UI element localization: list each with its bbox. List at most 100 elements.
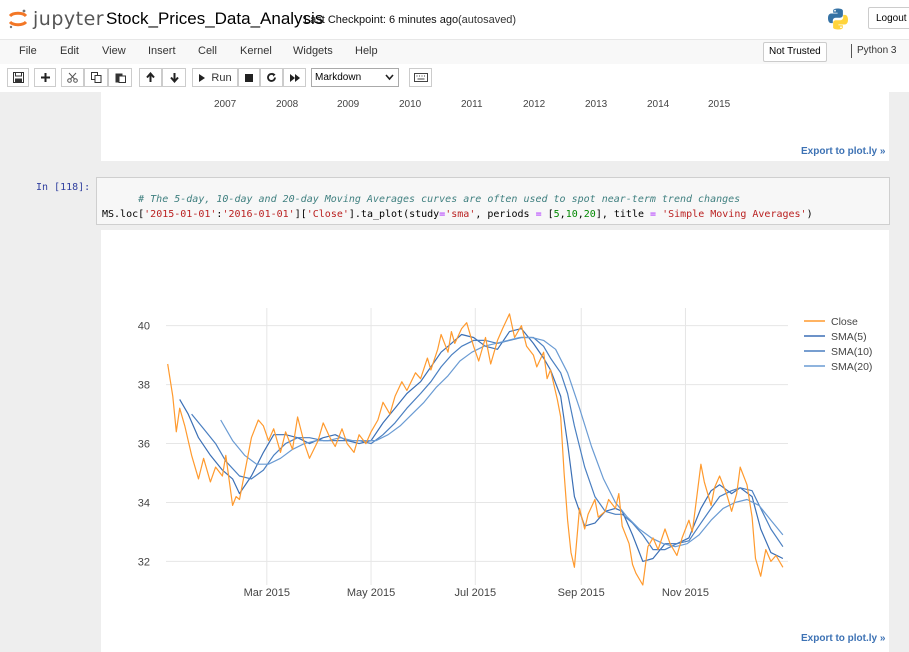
legend-label: SMA(5): [831, 331, 867, 343]
move-up-button[interactable]: [139, 68, 162, 87]
sma-chart[interactable]: 32 34 36 38 40 Mar 2015 May 2015 Jul 2015 Sep 20…: [101, 230, 889, 652]
move-down-button[interactable]: [162, 68, 186, 87]
run-label: Run: [211, 71, 232, 84]
x-tick-label: Nov 2015: [662, 587, 709, 599]
code-operator: =: [535, 209, 542, 220]
save-icon: [12, 72, 24, 83]
y-tick-label: 36: [138, 439, 150, 451]
kernel-indicator[interactable]: Python 3: [857, 45, 897, 56]
restart-button[interactable]: [260, 68, 283, 87]
year-tick: 2008: [276, 99, 299, 110]
fast-forward-icon: [289, 73, 300, 82]
menu-edit[interactable]: Edit: [60, 45, 79, 57]
save-button[interactable]: [7, 68, 29, 87]
run-button[interactable]: Run: [192, 68, 238, 87]
year-tick: 2010: [399, 99, 422, 110]
arrow-down-icon: [169, 73, 179, 83]
code-number: 10: [565, 209, 578, 220]
y-tick-label: 32: [138, 556, 150, 568]
trust-button[interactable]: Not Trusted: [763, 42, 827, 62]
menu-cell[interactable]: Cell: [198, 45, 217, 57]
code-token: [: [541, 209, 554, 220]
code-string: '2016-01-01': [222, 209, 295, 220]
menu-file[interactable]: File: [19, 45, 37, 57]
logout-button[interactable]: Logout: [868, 7, 909, 29]
year-tick: 2013: [585, 99, 608, 110]
code-statement-line: MS.loc['2015-01-01':'2016-01-01']['Close…: [102, 209, 813, 220]
code-token: ], title: [595, 209, 651, 220]
jupyter-logo-icon: [8, 9, 28, 29]
x-tick-label: Sep 2015: [558, 587, 605, 599]
paste-icon: [115, 73, 126, 83]
x-tick-label: May 2015: [347, 587, 395, 599]
code-token: :: [216, 209, 223, 220]
restart-icon: [267, 72, 276, 82]
sma-plot-output: 32 34 36 38 40 Mar 2015 May 2015 Jul 2015 Sep 20…: [101, 230, 889, 652]
code-token: ,: [559, 209, 566, 220]
input-prompt: In [118]:: [36, 182, 91, 193]
series-line-close: [167, 313, 784, 586]
notebook-title[interactable]: Stock_Prices_Data_Analysis: [106, 9, 324, 28]
code-comment: # The 5-day, 10-day and 20-day Moving Av…: [138, 194, 741, 205]
interrupt-button[interactable]: [238, 68, 260, 87]
copy-button[interactable]: [84, 68, 108, 87]
previous-plot-output: 2007 2008 2009 2010 2011 2012 2013 2014 …: [101, 92, 889, 161]
kernel-divider: [851, 44, 852, 58]
x-tick-label: Mar 2015: [244, 587, 290, 599]
code-string: 'Close': [306, 209, 349, 220]
menubar: File Edit View Insert Cell Kernel Widget…: [0, 39, 909, 65]
copy-icon: [90, 72, 101, 83]
cut-icon: [67, 72, 78, 83]
autosave-status: (autosaved): [458, 14, 517, 26]
export-to-plotly-link[interactable]: Export to plot.ly »: [801, 146, 886, 157]
checkpoint-status: Last Checkpoint: 6 minutes ago: [304, 14, 459, 26]
y-tick-label: 38: [138, 380, 150, 392]
code-cell-editor[interactable]: # The 5-day, 10-day and 20-day Moving Av…: [96, 177, 890, 225]
code-comment-line: # The 5-day, 10-day and 20-day Moving Av…: [102, 183, 740, 216]
y-tick-label: 40: [138, 321, 150, 333]
notebook-header: jupyter Stock_Prices_Data_Analysis Last …: [0, 0, 909, 39]
code-token: ,: [577, 209, 584, 220]
code-token: ].ta_plot(study: [348, 209, 440, 220]
menu-help[interactable]: Help: [355, 45, 378, 57]
python-logo-icon: [828, 8, 848, 30]
paste-button[interactable]: [108, 68, 132, 87]
keyboard-icon: [413, 73, 428, 82]
toolbar: Run Markdown: [0, 64, 909, 93]
arrow-up-icon: [146, 72, 155, 82]
export-to-plotly-link[interactable]: Export to plot.ly »: [801, 633, 886, 644]
x-tick-label: Jul 2015: [454, 587, 496, 599]
code-token: ][: [294, 209, 307, 220]
cell-type-select[interactable]: Markdown: [311, 68, 399, 87]
restart-run-all-button[interactable]: [283, 68, 306, 87]
series-line-sma5: [179, 327, 784, 562]
plus-icon: [40, 73, 50, 82]
jupyter-logo[interactable]: jupyter: [8, 6, 104, 32]
code-operator: =: [439, 209, 446, 220]
insert-cell-button[interactable]: [34, 68, 56, 87]
legend-label: SMA(20): [831, 361, 872, 373]
year-tick: 2011: [461, 99, 483, 110]
step-forward-icon: [199, 73, 206, 82]
code-token: ): [806, 209, 813, 220]
year-tick: 2009: [337, 99, 360, 110]
year-tick: 2015: [708, 99, 731, 110]
year-tick: 2012: [523, 99, 546, 110]
year-tick: 2014: [647, 99, 670, 110]
cut-button[interactable]: [61, 68, 84, 87]
command-palette-button[interactable]: [409, 68, 432, 87]
code-number: 5: [553, 209, 560, 220]
legend-label: SMA(10): [831, 346, 872, 358]
chevron-down-icon: [385, 74, 394, 81]
menu-widgets[interactable]: Widgets: [293, 45, 333, 57]
menu-kernel[interactable]: Kernel: [240, 45, 272, 57]
code-token: MS.loc[: [102, 209, 145, 220]
code-string: 'sma': [445, 209, 476, 220]
code-token: , periods: [475, 209, 536, 220]
stop-icon: [245, 73, 253, 82]
legend-label: Close: [831, 316, 858, 328]
menu-view[interactable]: View: [102, 45, 126, 57]
jupyter-logo-text: jupyter: [33, 8, 105, 30]
code-string: 'Simple Moving Averages': [662, 209, 807, 220]
menu-insert[interactable]: Insert: [148, 45, 176, 57]
